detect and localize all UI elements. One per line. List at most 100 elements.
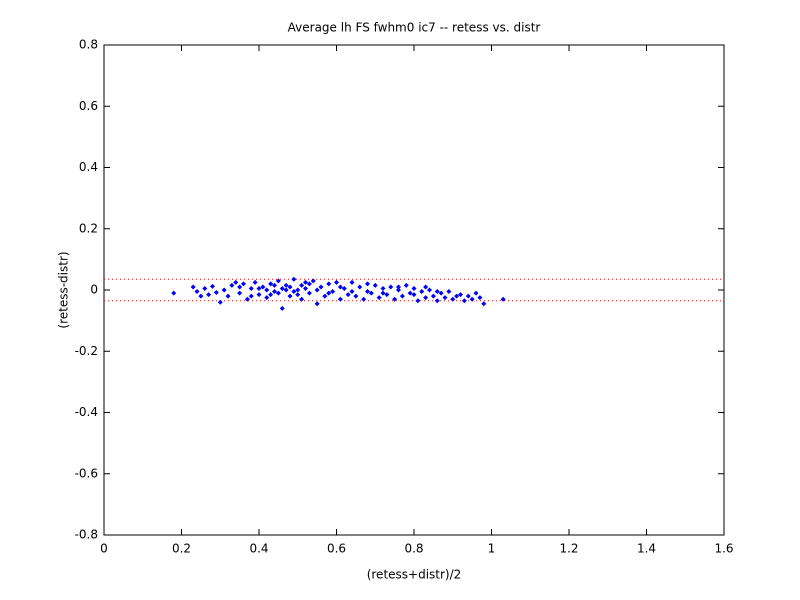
scatter-point	[454, 293, 460, 299]
scatter-point	[229, 282, 235, 288]
y-tick-label: 0.8	[79, 38, 98, 52]
scatter-point	[442, 295, 448, 301]
scatter-point	[380, 285, 386, 291]
scatter-point	[221, 287, 227, 293]
scatter-point	[210, 283, 215, 289]
scatter-point	[411, 292, 417, 298]
scatter-point	[380, 290, 386, 296]
scatter-point	[275, 290, 281, 296]
scatter-point	[303, 285, 308, 291]
scatter-point	[295, 287, 301, 293]
scatter-point	[326, 281, 332, 287]
y-tick-label: 0.2	[79, 221, 98, 235]
scatter-point	[407, 290, 413, 296]
scatter-point	[353, 293, 359, 299]
scatter-point	[376, 295, 382, 301]
scatter-point	[322, 293, 328, 299]
x-tick-label: 0	[100, 542, 108, 556]
scatter-point	[334, 279, 339, 285]
scatter-point	[283, 287, 289, 293]
scatter-point	[326, 290, 332, 296]
scatter-point	[306, 290, 312, 296]
y-tick-label: -0.4	[75, 405, 98, 419]
scatter-point	[310, 278, 316, 284]
scatter-point	[473, 290, 479, 296]
scatter-point	[396, 284, 401, 290]
scatter-point	[361, 296, 367, 302]
scatter-point	[314, 301, 320, 307]
scatter-point	[268, 292, 274, 298]
scatter-point	[314, 287, 320, 293]
scatter-point	[272, 282, 277, 288]
scatter-point	[392, 296, 398, 302]
scatter-point	[411, 285, 417, 291]
scatter-point	[318, 284, 324, 290]
x-tick-label: 1.2	[559, 542, 578, 556]
scatter-point	[372, 282, 378, 288]
scatter-point	[279, 305, 285, 311]
scatter-point	[423, 284, 429, 290]
chart-title: Average lh FS fwhm0 ic7 -- retess vs. di…	[288, 21, 541, 35]
scatter-point	[287, 293, 293, 299]
scatter-point	[233, 279, 239, 285]
scatter-point	[268, 281, 274, 287]
scatter-point	[217, 299, 223, 305]
scatter-point	[206, 292, 212, 298]
scatter-point	[279, 285, 285, 291]
scatter-point	[446, 289, 452, 295]
scatter-point	[481, 301, 487, 307]
scatter-point	[469, 296, 475, 302]
y-tick-label: 0.6	[79, 99, 98, 113]
scatter-point	[241, 281, 246, 287]
scatter-point	[306, 281, 312, 287]
scatter-point	[225, 293, 231, 299]
scatter-point	[194, 289, 200, 295]
scatter-point	[264, 287, 270, 293]
scatter-point	[434, 298, 440, 304]
scatter-point	[299, 282, 305, 288]
scatter-point	[283, 282, 289, 288]
scatter-point	[256, 292, 262, 298]
scatter-point	[461, 298, 467, 304]
y-tick-label: -0.2	[75, 344, 98, 358]
scatter-point	[295, 292, 301, 298]
x-tick-label: 0.2	[172, 542, 191, 556]
scatter-point	[423, 295, 429, 301]
scatter-point	[477, 295, 483, 301]
scatter-point	[365, 281, 370, 287]
y-tick-label: -0.8	[75, 528, 98, 542]
scatter-point	[465, 293, 471, 299]
scatter-point	[384, 292, 390, 298]
scatter-point	[213, 289, 219, 295]
scatter-point	[244, 296, 250, 302]
scatter-point	[198, 293, 204, 299]
x-tick-label: 0.8	[404, 542, 423, 556]
x-tick-label: 1.6	[714, 542, 733, 556]
scatter-point	[399, 293, 405, 299]
scatter-point	[345, 292, 351, 298]
y-tick-label: 0	[90, 283, 98, 297]
scatter-point	[438, 290, 444, 296]
x-tick-label: 0.6	[327, 542, 346, 556]
y-axis-label: (retess-distr)	[57, 251, 71, 328]
scatter-point	[299, 296, 305, 302]
scatter-point	[272, 289, 277, 295]
scatter-point	[500, 296, 506, 302]
scatter-point	[434, 289, 440, 295]
scatter-point	[303, 279, 308, 285]
scatter-point	[357, 284, 363, 290]
scatter-point	[171, 290, 177, 296]
x-tick-label: 1	[488, 542, 496, 556]
scatter-point	[264, 295, 270, 301]
scatter-point	[450, 296, 456, 302]
scatter-point	[427, 287, 432, 293]
scatter-point	[275, 278, 281, 284]
scatter-point	[368, 290, 374, 296]
scatter-point	[388, 284, 394, 290]
scatter-point	[248, 285, 254, 291]
scatter-point	[349, 289, 355, 295]
scatter-point	[430, 293, 436, 299]
scatter-point	[287, 284, 293, 290]
y-tick-label: 0.4	[79, 160, 98, 174]
